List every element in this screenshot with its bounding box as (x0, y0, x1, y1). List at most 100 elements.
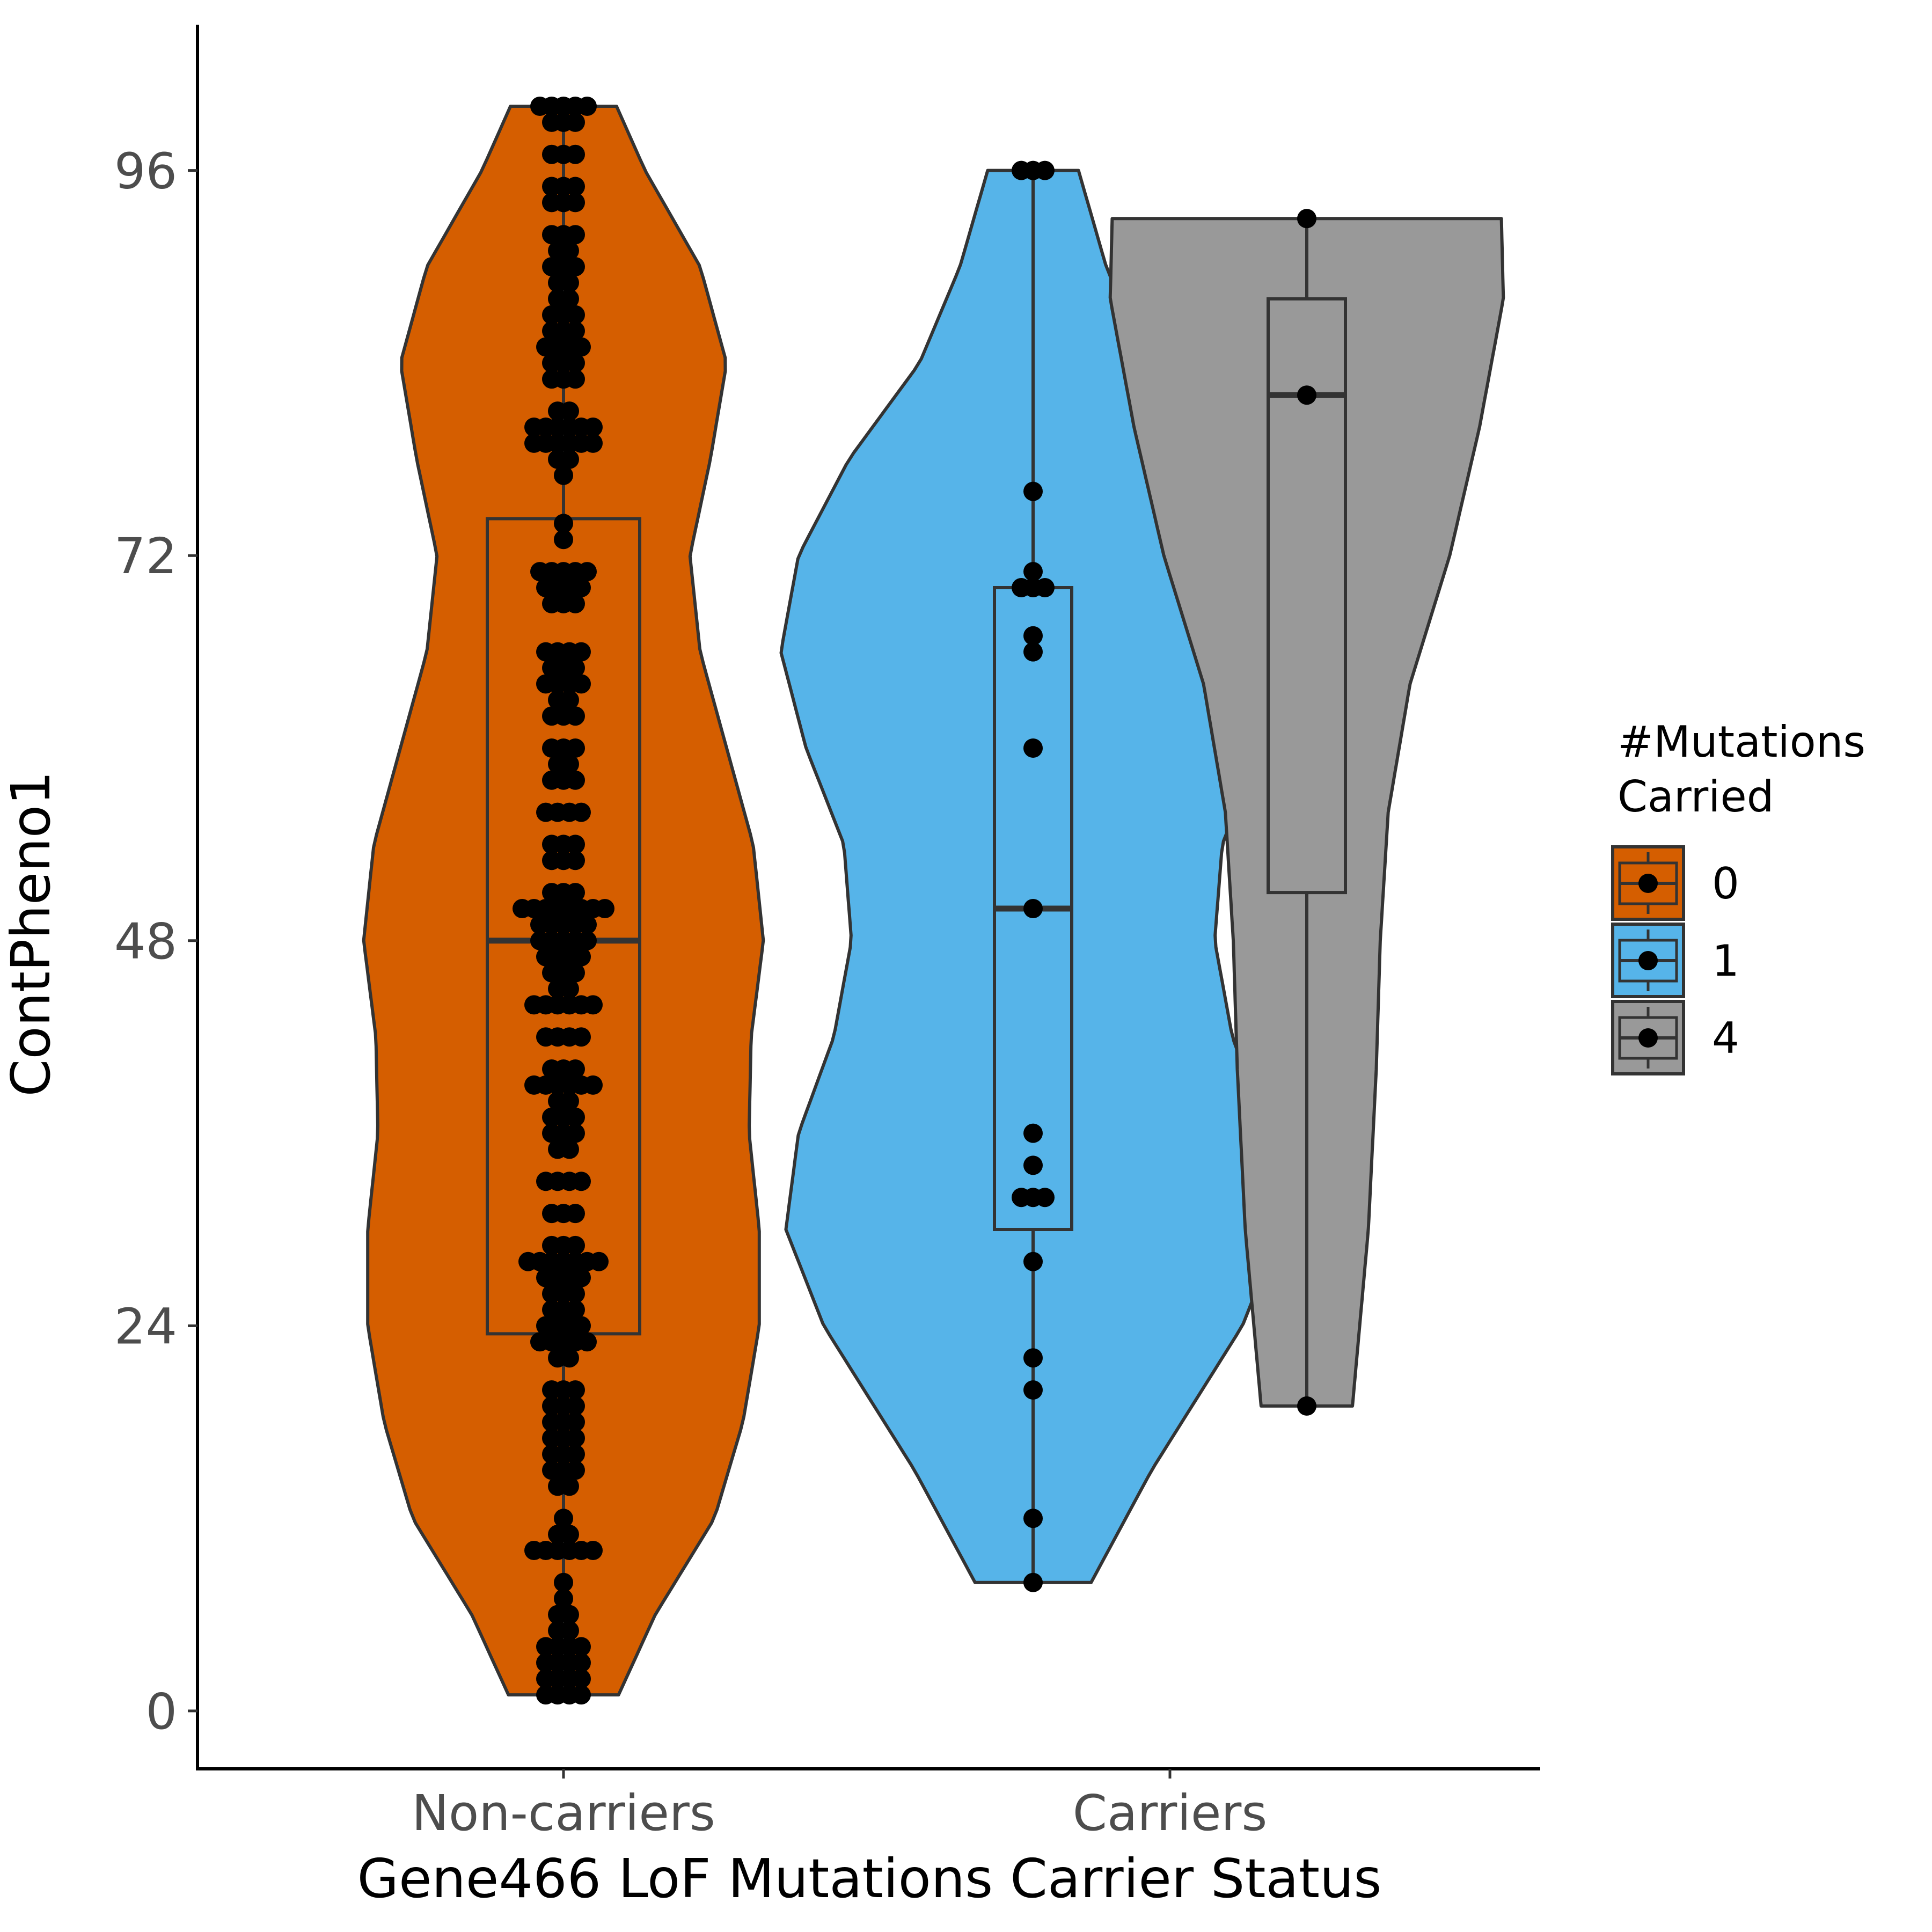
legend: #Mutations Carried 0 1 4 (1611, 717, 1865, 1075)
data-point (577, 1332, 597, 1352)
data-point (566, 144, 585, 164)
legend-label: 4 (1712, 1013, 1739, 1063)
data-point (572, 1027, 591, 1047)
x-tick-label: Non-carriers (412, 1784, 715, 1842)
data-point (566, 1412, 585, 1432)
data-point (572, 1268, 591, 1287)
data-point (554, 530, 573, 550)
points-4 (1297, 209, 1316, 1416)
data-point (554, 1589, 573, 1608)
data-point (566, 1059, 585, 1079)
data-point (1023, 899, 1043, 918)
data-point (566, 1460, 585, 1480)
data-point (554, 465, 573, 485)
data-point (577, 562, 597, 582)
data-point (1023, 1572, 1043, 1592)
data-point (560, 449, 579, 469)
data-point (566, 1396, 585, 1416)
data-point (566, 1235, 585, 1255)
data-point (1035, 578, 1055, 597)
legend-item-1: 1 (1611, 923, 1739, 998)
data-point (595, 899, 614, 918)
data-point (572, 1669, 591, 1689)
data-point (1023, 1155, 1043, 1175)
data-point (560, 979, 579, 999)
data-point (560, 1139, 579, 1159)
axes: 0 24 48 72 96 Non-carriers Carriers ContPheno… (0, 25, 1540, 1910)
plot-panel (362, 97, 1505, 1705)
y-tick-label: 48 (114, 913, 177, 970)
legend-title-line-1: #Mutations (1618, 717, 1865, 767)
data-point (560, 754, 579, 774)
data-point (566, 594, 585, 613)
violin-group-0 (362, 97, 765, 1705)
data-point (1023, 626, 1043, 646)
data-point (1035, 160, 1055, 180)
legend-label: 1 (1712, 936, 1739, 986)
x-axis-title: Gene466 LoF Mutations Carrier Status (357, 1847, 1381, 1910)
data-point (566, 1428, 585, 1448)
data-point (566, 369, 585, 389)
iqr-box (1267, 297, 1347, 895)
data-point (566, 1380, 585, 1400)
data-point (554, 514, 573, 533)
legend-label: 0 (1712, 859, 1739, 909)
data-point (566, 851, 585, 870)
data-point (1297, 209, 1316, 229)
data-point (566, 321, 585, 341)
points-1 (1012, 160, 1055, 1592)
data-point (566, 1107, 585, 1127)
data-point (572, 578, 591, 597)
data-point (1023, 738, 1043, 758)
legend-item-4: 4 (1611, 1000, 1739, 1075)
data-point (572, 947, 591, 967)
data-point (1023, 1509, 1043, 1528)
data-point (1023, 481, 1043, 501)
data-point (566, 963, 585, 983)
data-point (1297, 385, 1316, 405)
data-point (566, 706, 585, 726)
data-point (566, 1123, 585, 1143)
data-point (583, 433, 603, 453)
legend-key-dot (1638, 874, 1658, 893)
data-point (566, 883, 585, 903)
data-point (572, 1172, 591, 1191)
data-point (560, 1605, 579, 1624)
points-0 (513, 97, 614, 1705)
data-point (583, 418, 603, 437)
data-point (560, 241, 579, 261)
data-point (583, 1075, 603, 1095)
x-tick-label: Carriers (1073, 1784, 1268, 1842)
boxplot-4 (1267, 218, 1347, 1406)
data-point (572, 1685, 591, 1705)
data-point (566, 770, 585, 790)
y-axis-title: ContPheno1 (0, 771, 62, 1097)
data-point (560, 1525, 579, 1545)
data-point (566, 658, 585, 678)
data-point (1035, 1188, 1055, 1208)
data-point (1297, 1396, 1316, 1416)
data-point (554, 1572, 573, 1592)
data-point (583, 1541, 603, 1560)
y-tick-label: 72 (114, 528, 177, 585)
data-point (566, 835, 585, 854)
data-point (572, 1653, 591, 1673)
data-point (566, 305, 585, 325)
y-tick-label: 24 (114, 1298, 177, 1355)
data-point (566, 225, 585, 245)
legend-key-dot (1638, 1028, 1658, 1048)
legend-items: 0 1 4 (1611, 845, 1739, 1075)
data-point (577, 931, 597, 950)
data-point (566, 112, 585, 132)
data-point (583, 995, 603, 1015)
data-point (572, 337, 591, 357)
data-point (572, 802, 591, 822)
data-point (566, 257, 585, 276)
data-point (566, 353, 585, 373)
data-point (1023, 562, 1043, 582)
data-point (566, 1300, 585, 1320)
x-ticks: Non-carriers Carriers (412, 1769, 1267, 1842)
data-point (560, 273, 579, 292)
data-point (566, 193, 585, 213)
data-point (560, 289, 579, 309)
